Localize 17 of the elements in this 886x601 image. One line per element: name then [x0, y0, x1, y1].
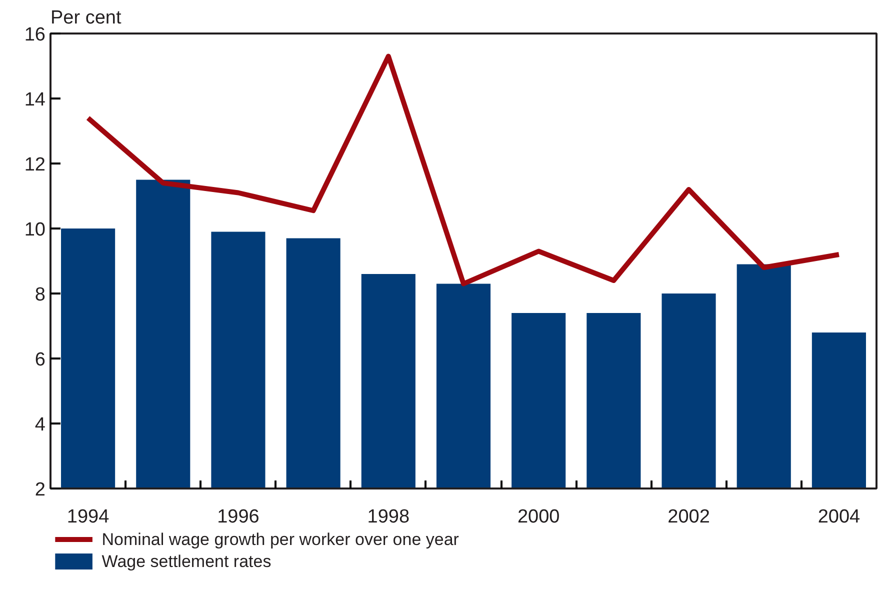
legend-label: Nominal wage growth per worker over one year — [102, 530, 460, 549]
y-tick-label: 6 — [34, 350, 46, 370]
x-tick-label: 2000 — [517, 506, 560, 528]
x-tick-label: 1996 — [217, 506, 260, 528]
y-tick-label: 10 — [24, 220, 46, 240]
y-axis-title: Per cent — [50, 8, 122, 28]
x-tick-label: 2004 — [818, 506, 861, 528]
x-tick-label: 1994 — [66, 506, 110, 528]
x-tick-label: 1998 — [367, 506, 410, 528]
y-tick-label: 2 — [34, 480, 46, 500]
x-tick-label: 2002 — [668, 506, 710, 528]
y-tick-label: 4 — [34, 414, 46, 436]
y-tick-label: 12 — [24, 154, 46, 176]
y-tick-label: 14 — [24, 90, 46, 110]
legend-label: Wage settlement rates — [102, 552, 272, 571]
y-tick-label: 8 — [34, 284, 46, 306]
y-tick-label: 16 — [24, 24, 46, 46]
